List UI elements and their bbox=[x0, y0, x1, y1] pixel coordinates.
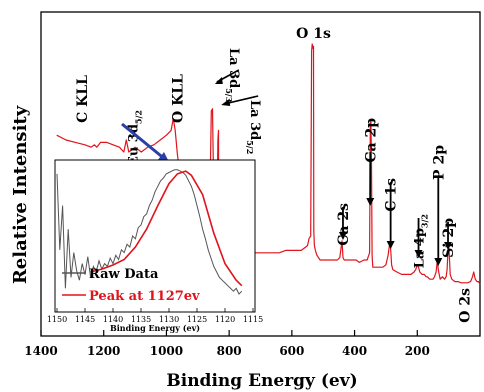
inset-legend: Raw Data Peak at 1127ev bbox=[62, 267, 200, 304]
x-tick-label: 800 bbox=[217, 344, 242, 358]
inset-x-tick-label: 1135 bbox=[131, 315, 151, 324]
peak-annotation: C KLL bbox=[75, 75, 91, 123]
annotation-arrowhead bbox=[214, 77, 223, 84]
inset-x-tick-label: 1140 bbox=[103, 315, 123, 324]
peak-annotation: Ca 2p bbox=[363, 118, 379, 163]
inset-x-tick-label: 1150 bbox=[47, 315, 67, 324]
peak-annotation: La 3d5/2 bbox=[245, 100, 262, 154]
annotation-arrow bbox=[223, 95, 259, 105]
inset-x-axis-label: Binding Energy (ev) bbox=[110, 323, 200, 333]
annotation-arrowhead bbox=[338, 232, 347, 240]
main-plot-frame bbox=[40, 11, 481, 337]
inset-x-tick-label: 1125 bbox=[187, 315, 207, 324]
inset-frame bbox=[54, 159, 256, 313]
inset-x-tick-label: 1130 bbox=[159, 315, 179, 324]
inset-raw-data-series bbox=[56, 169, 243, 295]
peak-annotation: C 1s bbox=[384, 178, 400, 212]
peak-annotation: Ca 2s bbox=[336, 203, 352, 246]
x-axis-label: Binding Energy (ev) bbox=[166, 371, 357, 391]
peak-annotation: O 1s bbox=[296, 26, 331, 42]
annotation-subscript: 5/2 bbox=[133, 110, 143, 124]
x-tick-label: 1400 bbox=[24, 344, 57, 358]
inset-x-tick-label: 1145 bbox=[75, 315, 95, 324]
annotation-arrowhead bbox=[366, 198, 375, 206]
annotation-subscript: 5/2 bbox=[245, 140, 255, 154]
x-tick-label: 1000 bbox=[150, 344, 183, 358]
inset-x-tick-label: 1120 bbox=[215, 315, 235, 324]
y-axis-label: Relative Intensity bbox=[10, 105, 31, 284]
legend-label-raw: Raw Data bbox=[89, 267, 159, 282]
inset-peak-fit-series bbox=[90, 170, 243, 287]
peak-annotation: La 3d5/3 bbox=[224, 48, 241, 103]
x-tick-label: 600 bbox=[279, 344, 304, 358]
legend-label-peak: Peak at 1127ev bbox=[89, 289, 200, 304]
peak-annotation: O 2s bbox=[457, 288, 473, 323]
annotation-arrowhead bbox=[434, 258, 443, 266]
annotation-arrowhead bbox=[221, 99, 231, 106]
annotation-arrowhead bbox=[444, 242, 453, 250]
annotation-arrowhead bbox=[414, 250, 423, 258]
peak-annotation: O KLL bbox=[170, 74, 186, 123]
x-tick-label: 1200 bbox=[87, 344, 120, 358]
inset-x-tick-label: 1115 bbox=[243, 315, 263, 324]
x-tick-label: 400 bbox=[342, 344, 367, 358]
peak-annotation: Si 2p bbox=[441, 218, 457, 258]
peak-annotation: La 4p3/2 bbox=[413, 214, 430, 268]
peak-annotation: P 2p bbox=[431, 145, 447, 180]
x-tick-label: 200 bbox=[405, 344, 430, 358]
annotation-subscript: 5/3 bbox=[224, 88, 234, 102]
annotation-arrowhead bbox=[386, 241, 395, 249]
annotation-subscript: 3/2 bbox=[420, 214, 430, 228]
